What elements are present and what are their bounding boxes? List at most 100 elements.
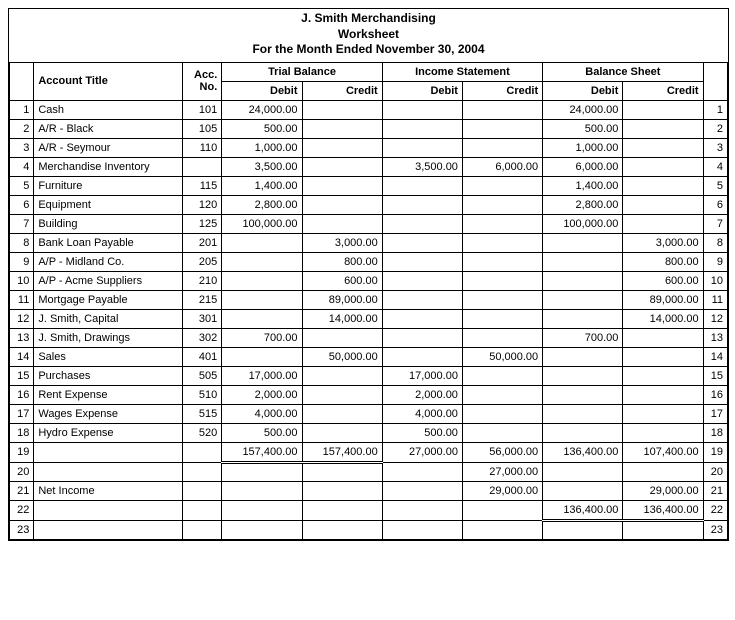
cell-tb-debit: 1,400.00 xyxy=(222,176,302,195)
cell-account-title xyxy=(34,520,183,539)
cell-is-credit xyxy=(462,195,542,214)
cell-bs-debit xyxy=(543,347,623,366)
cell-acc-no: 301 xyxy=(183,309,222,328)
cell-tb-credit: 3,000.00 xyxy=(302,233,382,252)
cell-is-credit: 27,000.00 xyxy=(462,462,542,481)
cell-tb-credit: 14,000.00 xyxy=(302,309,382,328)
row-num-left: 13 xyxy=(10,328,34,347)
table-row: 3A/R - Seymour1101,000.001,000.003 xyxy=(10,138,728,157)
cell-bs-debit xyxy=(543,520,623,539)
cell-bs-credit xyxy=(623,157,703,176)
cell-acc-no: 101 xyxy=(183,100,222,119)
cell-account-title: Wages Expense xyxy=(34,404,183,423)
cell-bs-debit: 1,000.00 xyxy=(543,138,623,157)
cell-tb-debit xyxy=(222,290,302,309)
table-row: 11Mortgage Payable21589,000.0089,000.001… xyxy=(10,290,728,309)
cell-tb-debit xyxy=(222,233,302,252)
row-num-left: 6 xyxy=(10,195,34,214)
cell-acc-no: 515 xyxy=(183,404,222,423)
cell-tb-debit: 700.00 xyxy=(222,328,302,347)
cell-acc-no: 215 xyxy=(183,290,222,309)
row-num-left: 15 xyxy=(10,366,34,385)
col-is-debit: Debit xyxy=(382,81,462,100)
cell-tb-credit xyxy=(302,481,382,500)
cell-is-debit: 2,000.00 xyxy=(382,385,462,404)
cell-bs-debit: 700.00 xyxy=(543,328,623,347)
row-num-right: 15 xyxy=(703,366,727,385)
title-company: J. Smith Merchandising xyxy=(9,11,728,27)
row-num-left: 21 xyxy=(10,481,34,500)
cell-bs-credit: 600.00 xyxy=(623,271,703,290)
row-num-right: 18 xyxy=(703,423,727,442)
cell-tb-credit xyxy=(302,366,382,385)
row-num-right: 21 xyxy=(703,481,727,500)
cell-is-debit xyxy=(382,214,462,233)
cell-account-title: Net Income xyxy=(34,481,183,500)
row-num-left: 2 xyxy=(10,119,34,138)
cell-tb-credit xyxy=(302,157,382,176)
cell-bs-credit xyxy=(623,366,703,385)
cell-bs-debit xyxy=(543,385,623,404)
cell-tb-credit xyxy=(302,214,382,233)
cell-bs-credit xyxy=(623,195,703,214)
row-num-right: 14 xyxy=(703,347,727,366)
cell-bs-debit xyxy=(543,423,623,442)
cell-tb-debit: 17,000.00 xyxy=(222,366,302,385)
table-row: 16Rent Expense5102,000.002,000.0016 xyxy=(10,385,728,404)
row-num-left: 19 xyxy=(10,442,34,462)
cell-tb-credit xyxy=(302,423,382,442)
cell-acc-no: 510 xyxy=(183,385,222,404)
cell-acc-no: 125 xyxy=(183,214,222,233)
cell-is-credit xyxy=(462,366,542,385)
cell-account-title: A/R - Black xyxy=(34,119,183,138)
row-num-left: 16 xyxy=(10,385,34,404)
cell-tb-credit xyxy=(302,462,382,481)
cell-bs-debit xyxy=(543,481,623,500)
cell-bs-debit: 24,000.00 xyxy=(543,100,623,119)
cell-is-credit xyxy=(462,385,542,404)
col-account-title: Account Title xyxy=(34,63,183,101)
cell-acc-no: 110 xyxy=(183,138,222,157)
cell-bs-debit xyxy=(543,233,623,252)
cell-is-debit xyxy=(382,138,462,157)
col-bs-debit: Debit xyxy=(543,81,623,100)
cell-tb-debit xyxy=(222,347,302,366)
col-income-statement: Income Statement xyxy=(382,63,542,82)
cell-account-title: Building xyxy=(34,214,183,233)
cell-bs-credit xyxy=(623,100,703,119)
row-num-left: 22 xyxy=(10,500,34,520)
cell-bs-debit: 100,000.00 xyxy=(543,214,623,233)
cell-account-title: Hydro Expense xyxy=(34,423,183,442)
cell-bs-credit: 800.00 xyxy=(623,252,703,271)
cell-is-credit xyxy=(462,252,542,271)
row-num-right: 7 xyxy=(703,214,727,233)
cell-tb-debit xyxy=(222,309,302,328)
cell-bs-debit: 2,800.00 xyxy=(543,195,623,214)
cell-acc-no: 105 xyxy=(183,119,222,138)
row-num-right: 2 xyxy=(703,119,727,138)
cell-is-debit xyxy=(382,481,462,500)
cell-acc-no: 120 xyxy=(183,195,222,214)
cell-tb-credit xyxy=(302,385,382,404)
cell-tb-debit: 500.00 xyxy=(222,423,302,442)
cell-acc-no: 401 xyxy=(183,347,222,366)
row-num-left: 14 xyxy=(10,347,34,366)
cell-is-debit: 500.00 xyxy=(382,423,462,442)
cell-bs-debit xyxy=(543,462,623,481)
cell-tb-debit xyxy=(222,252,302,271)
table-row: 17Wages Expense5154,000.004,000.0017 xyxy=(10,404,728,423)
cell-bs-credit: 3,000.00 xyxy=(623,233,703,252)
table-row: 2323 xyxy=(10,520,728,539)
row-num-left: 23 xyxy=(10,520,34,539)
cell-bs-credit: 14,000.00 xyxy=(623,309,703,328)
cell-bs-debit: 1,400.00 xyxy=(543,176,623,195)
header-row-1: Account Title Acc. No. Trial Balance Inc… xyxy=(10,63,728,82)
cell-account-title: A/R - Seymour xyxy=(34,138,183,157)
cell-bs-credit: 89,000.00 xyxy=(623,290,703,309)
cell-bs-debit xyxy=(543,404,623,423)
table-row: 15Purchases50517,000.0017,000.0015 xyxy=(10,366,728,385)
cell-account-title: Cash xyxy=(34,100,183,119)
table-row: 21Net Income29,000.0029,000.0021 xyxy=(10,481,728,500)
cell-account-title xyxy=(34,462,183,481)
cell-tb-credit: 157,400.00 xyxy=(302,442,382,462)
